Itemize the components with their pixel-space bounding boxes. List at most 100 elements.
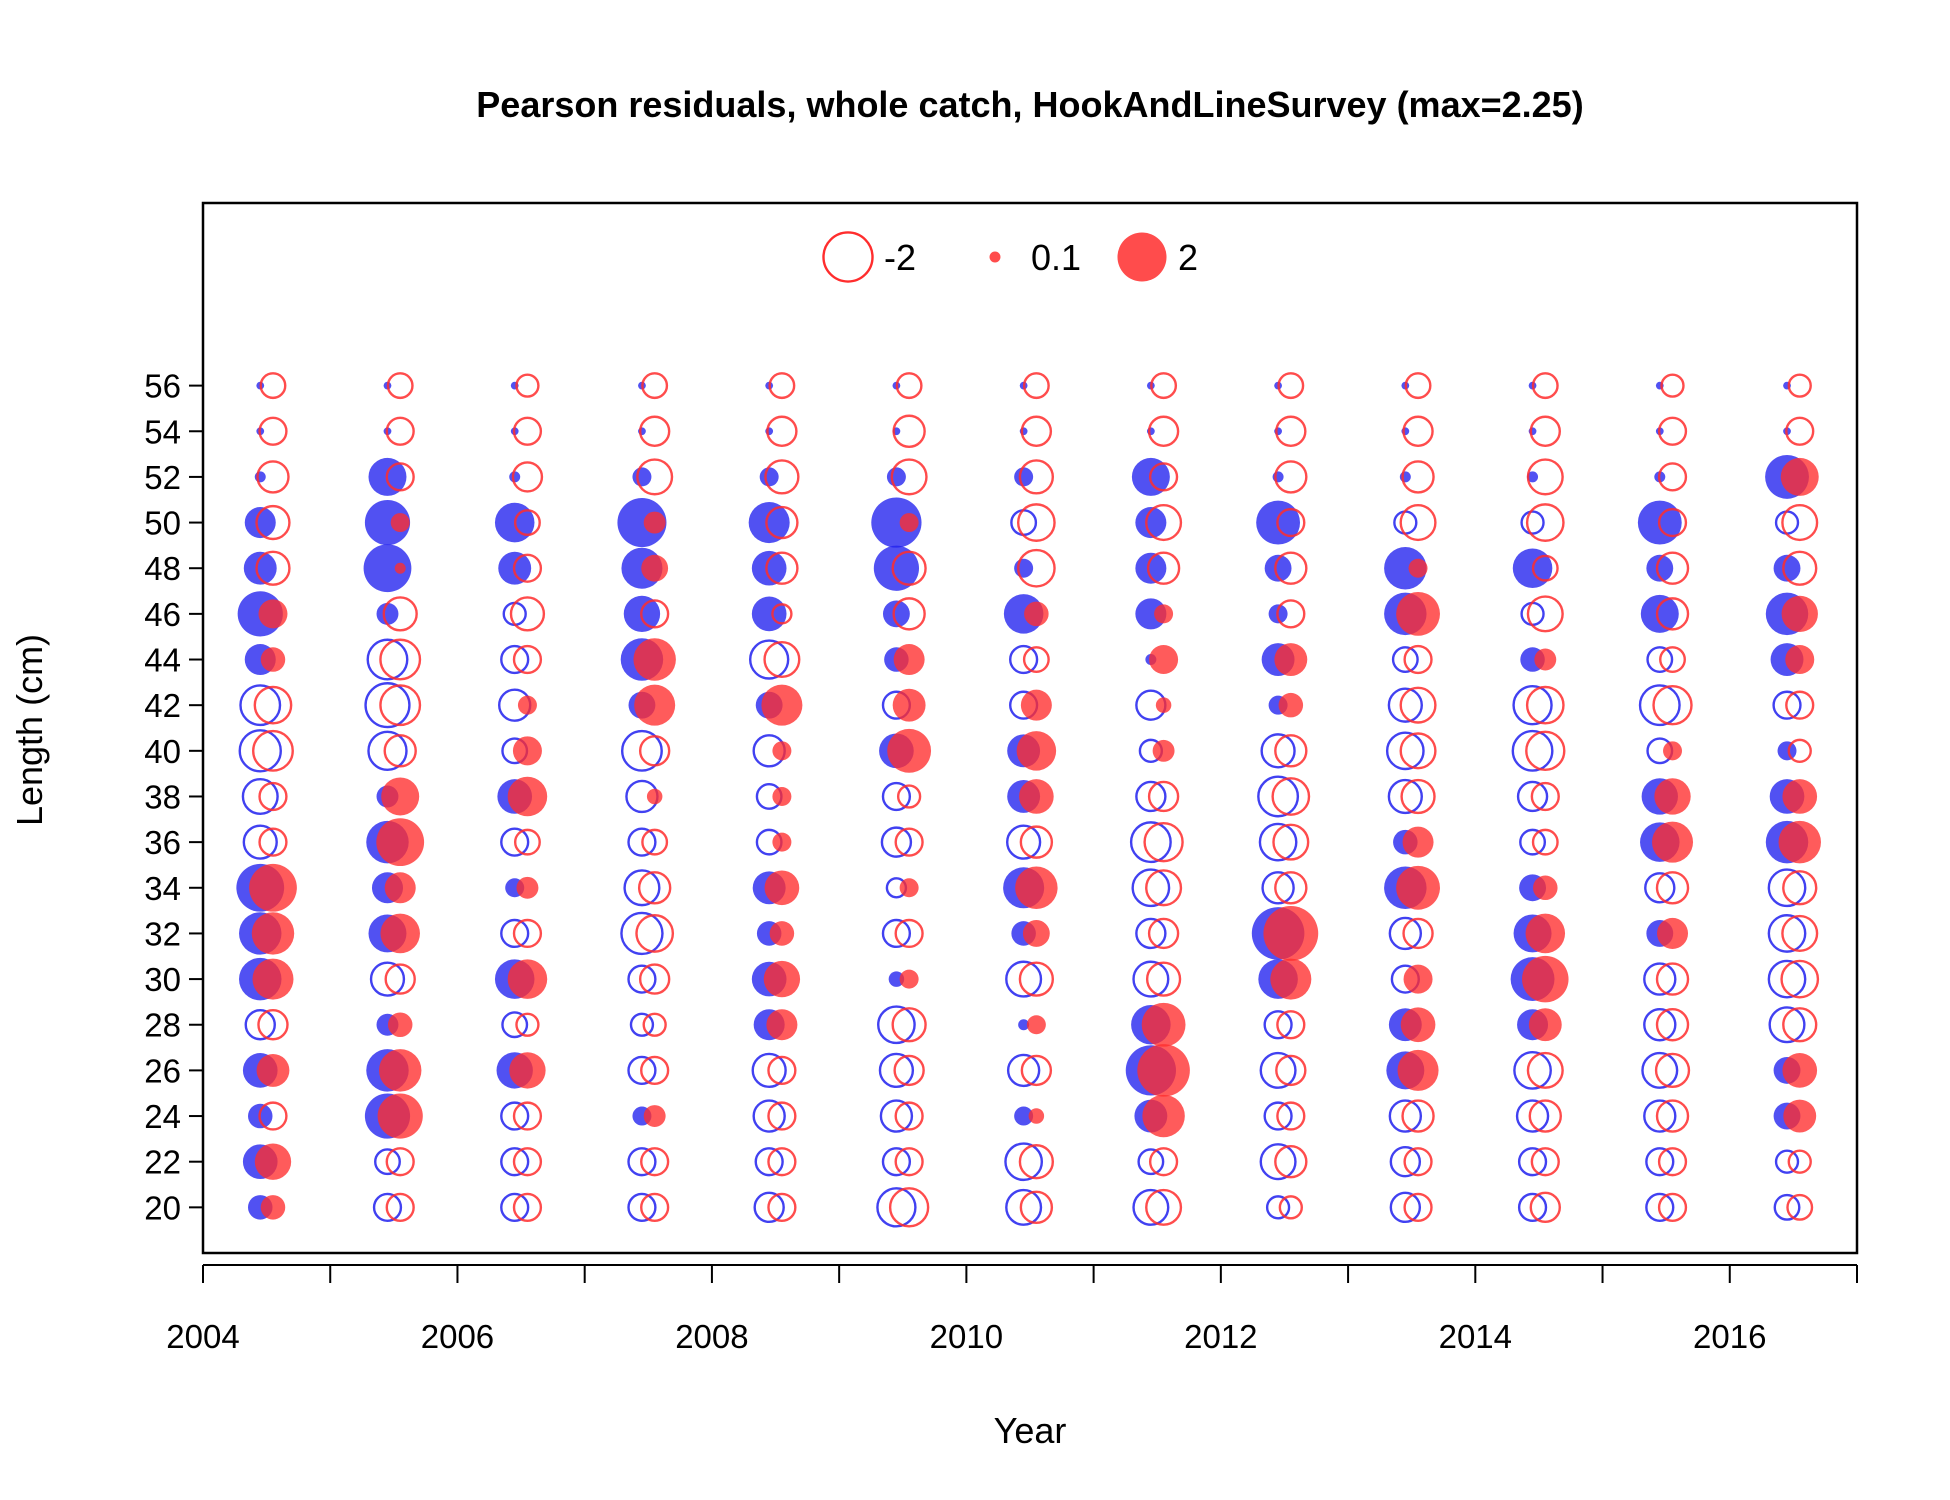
- residual-bubble: [1641, 1051, 1679, 1089]
- residual-bubble: [759, 467, 779, 487]
- residual-bubble: [500, 1101, 530, 1131]
- y-tick-label: 40: [144, 733, 181, 770]
- residual-bubble: [1529, 415, 1561, 447]
- residual-bubble: [387, 1012, 413, 1037]
- residual-bubble: [1515, 1099, 1550, 1133]
- residual-bubble: [1786, 1193, 1814, 1221]
- y-tick-label: 42: [144, 687, 181, 724]
- residual-bubble: [382, 596, 418, 632]
- residual-bubble: [873, 545, 920, 591]
- residual-bubble: [1767, 959, 1807, 999]
- residual-bubble: [638, 963, 671, 995]
- residual-bubble: [1777, 741, 1797, 761]
- plot-frame: [201, 201, 1859, 1255]
- residual-bubble: [1655, 962, 1690, 996]
- residual-bubble: [1646, 646, 1674, 673]
- residual-bubble: [769, 921, 795, 946]
- residual-bubble: [1408, 558, 1428, 578]
- residual-bubble: [620, 729, 663, 772]
- residual-bubble: [1384, 546, 1427, 590]
- residual-bubble: [1263, 1101, 1293, 1131]
- residual-bubble: [772, 741, 792, 761]
- residual-bubble: [1005, 960, 1043, 998]
- residual-bubble: [1526, 458, 1564, 496]
- y-tick-label: 30: [144, 961, 181, 998]
- y-tick-label: 50: [144, 505, 181, 542]
- residual-bubble: [1646, 554, 1674, 582]
- residual-bubble: [1397, 1049, 1439, 1091]
- residual-bubble: [1265, 1195, 1291, 1220]
- residual-bubble: [500, 918, 530, 949]
- residual-bubble: [1278, 692, 1304, 718]
- residual-bubble: [878, 1052, 915, 1089]
- residual-bubble: [1005, 824, 1042, 860]
- residual-bubble: [1525, 503, 1565, 542]
- residual-bubble: [1660, 373, 1685, 398]
- residual-bubble: [1533, 875, 1558, 901]
- residual-bubble: [516, 876, 539, 899]
- residual-bubble: [1403, 964, 1433, 994]
- residual-bubble: [1258, 822, 1298, 862]
- residual-bubble: [386, 372, 414, 400]
- residual-bubble: [636, 458, 674, 496]
- residual-bubble: [1774, 1149, 1800, 1174]
- residual-bubble: [1528, 1099, 1562, 1133]
- residual-bubble: [1787, 373, 1812, 398]
- residual-bubble: [1141, 1002, 1186, 1047]
- residual-bubble: [748, 639, 790, 680]
- residual-bubble: [511, 461, 544, 493]
- residual-bubble: [1148, 1147, 1179, 1177]
- residual-bubble: [617, 498, 667, 548]
- y-tick-label: 46: [144, 596, 181, 633]
- residual-bubble: [892, 597, 926, 631]
- residual-bubble: [772, 786, 792, 806]
- bubble-layer: [236, 372, 1821, 1228]
- residual-bubble: [1774, 510, 1800, 535]
- residual-bubble: [1529, 1191, 1561, 1224]
- residual-bubble: [1773, 1193, 1801, 1221]
- residual-bubble: [882, 600, 910, 628]
- residual-bubble: [1645, 1147, 1675, 1177]
- residual-bubble: [507, 959, 548, 999]
- residual-bubble: [891, 1007, 927, 1043]
- residual-bubble: [767, 1101, 797, 1131]
- residual-bubble: [256, 1053, 290, 1087]
- residual-bubble: [509, 1052, 546, 1089]
- residual-bubble: [1520, 601, 1545, 627]
- residual-bubble: [1402, 415, 1434, 447]
- residual-bubble: [1644, 872, 1676, 904]
- residual-bubble: [1010, 509, 1038, 537]
- residual-bubble: [899, 513, 919, 533]
- residual-bubble: [1276, 1010, 1306, 1040]
- residual-bubble: [641, 828, 669, 856]
- residual-bubble: [1272, 823, 1310, 861]
- residual-bubble: [627, 964, 657, 994]
- chart-title: Pearson residuals, whole catch, HookAndL…: [476, 84, 1583, 125]
- x-tick-label: 2006: [421, 1318, 494, 1355]
- residual-bubble: [880, 826, 913, 858]
- residual-bubble: [1781, 595, 1818, 633]
- residual-bubble: [1129, 821, 1172, 864]
- residual-bubble: [1773, 554, 1801, 582]
- y-tick-label: 48: [144, 550, 181, 587]
- residual-bubble: [1655, 551, 1690, 585]
- residual-bubble: [767, 1055, 797, 1086]
- residual-bubble: [1657, 1147, 1688, 1177]
- residual-bubble: [1019, 1190, 1054, 1225]
- residual-bubble: [1780, 457, 1819, 496]
- residual-bubble: [1516, 780, 1549, 813]
- residual-bubble: [379, 638, 422, 681]
- y-axis: 20 22 24 26 28 30 32 34 36 38 40 42 44 46 48 50 52 54 56: [144, 368, 203, 1226]
- residual-bubble: [239, 684, 282, 727]
- residual-bubble: [751, 596, 787, 632]
- residual-bubble: [899, 878, 919, 898]
- residual-bubble: [1154, 604, 1174, 624]
- residual-bubble: [1135, 780, 1167, 813]
- residual-bubble: [501, 1011, 529, 1039]
- residual-bubble: [1400, 778, 1436, 815]
- y-tick-label: 26: [144, 1052, 181, 1089]
- residual-bubble: [251, 912, 295, 955]
- residual-bubble: [1143, 821, 1184, 863]
- residual-bubble: [364, 682, 411, 729]
- residual-bubble: [1522, 955, 1569, 1003]
